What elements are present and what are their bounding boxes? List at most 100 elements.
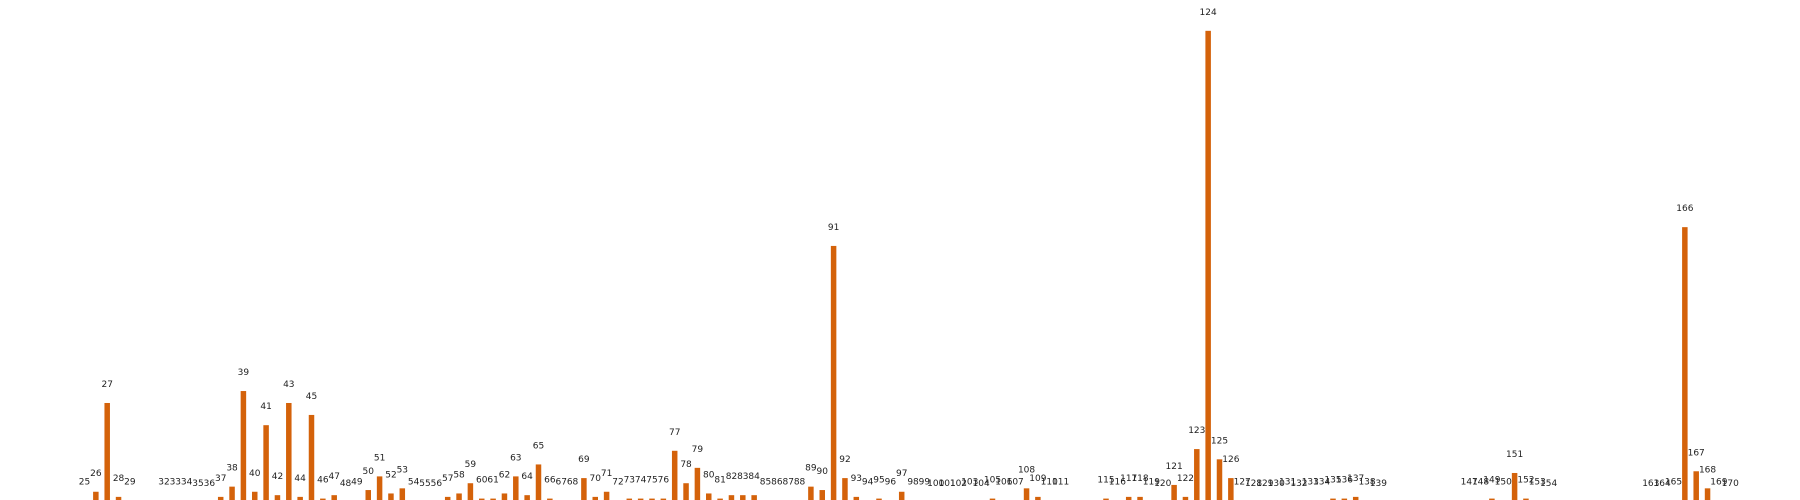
bar-167 xyxy=(1693,471,1699,500)
bar-label-132: 132 xyxy=(1290,479,1307,489)
bar-59 xyxy=(467,483,474,500)
bar-label-99: 99 xyxy=(919,477,931,487)
bar-label-120: 120 xyxy=(1154,479,1171,489)
bar-label-38: 38 xyxy=(226,464,238,474)
bar-label-51: 51 xyxy=(374,453,385,463)
bar-95 xyxy=(876,498,882,500)
bar-label-137: 137 xyxy=(1347,474,1364,484)
bar-label-91: 91 xyxy=(828,223,839,233)
bar-label-168: 168 xyxy=(1699,465,1716,475)
bar-label-170: 170 xyxy=(1722,479,1739,489)
bar-label-54: 54 xyxy=(408,477,420,487)
bar-label-148: 148 xyxy=(1472,477,1489,487)
bar-118 xyxy=(1137,496,1143,500)
bar-label-55: 55 xyxy=(419,479,430,489)
bar-83 xyxy=(740,495,746,500)
bar-40 xyxy=(252,491,258,500)
bar-label-36: 36 xyxy=(204,479,216,489)
bar-84 xyxy=(751,495,757,500)
bar-label-124: 124 xyxy=(1200,8,1217,18)
bar-77 xyxy=(671,450,678,500)
bar-26 xyxy=(93,491,99,500)
bar-label-130: 130 xyxy=(1268,479,1285,489)
bar-label-39: 39 xyxy=(238,368,250,378)
bar-45 xyxy=(308,414,315,500)
bar-label-98: 98 xyxy=(907,477,919,487)
bar-label-34: 34 xyxy=(181,477,193,487)
bar-27 xyxy=(104,402,110,500)
bar-label-88: 88 xyxy=(794,477,806,487)
bar-label-57: 57 xyxy=(442,474,453,484)
bar-label-59: 59 xyxy=(465,460,477,470)
bar-62 xyxy=(501,493,508,500)
bar-90 xyxy=(819,490,825,500)
bar-label-73: 73 xyxy=(624,476,635,486)
bar-149 xyxy=(1489,498,1495,500)
bar-label-121: 121 xyxy=(1166,462,1183,472)
bar-label-129: 129 xyxy=(1256,479,1273,489)
bar-label-103: 103 xyxy=(961,477,978,487)
bar-label-79: 79 xyxy=(692,445,704,455)
bar-label-111: 111 xyxy=(1052,477,1069,487)
bar-label-94: 94 xyxy=(862,477,874,487)
bar-76 xyxy=(660,498,667,500)
bar-label-74: 74 xyxy=(635,476,647,486)
bar-label-46: 46 xyxy=(317,476,329,486)
bar-115 xyxy=(1103,498,1109,500)
bar-label-48: 48 xyxy=(340,479,352,489)
bar-label-133: 133 xyxy=(1302,477,1319,487)
bar-label-97: 97 xyxy=(896,469,907,479)
bar-label-109: 109 xyxy=(1029,474,1046,484)
bar-label-78: 78 xyxy=(680,460,692,470)
bar-label-152: 152 xyxy=(1517,476,1534,486)
bar-label-45: 45 xyxy=(306,392,317,402)
bar-label-131: 131 xyxy=(1279,477,1296,487)
bar-53 xyxy=(399,488,406,500)
bar-label-96: 96 xyxy=(885,477,897,487)
bar-label-95: 95 xyxy=(873,476,884,486)
bar-label-134: 134 xyxy=(1313,477,1330,487)
bar-label-89: 89 xyxy=(805,464,817,474)
bar-label-104: 104 xyxy=(973,479,990,489)
bar-44 xyxy=(297,496,303,500)
bar-label-117: 117 xyxy=(1120,474,1137,484)
bar-label-85: 85 xyxy=(760,477,771,487)
bar-label-42: 42 xyxy=(272,472,283,482)
bar-66 xyxy=(547,498,553,500)
bar-label-122: 122 xyxy=(1177,474,1194,484)
bar-label-81: 81 xyxy=(714,476,725,486)
bar-123 xyxy=(1194,449,1200,500)
bar-label-56: 56 xyxy=(431,479,443,489)
bar-124 xyxy=(1205,30,1211,500)
bar-label-29: 29 xyxy=(124,477,136,487)
bar-label-151: 151 xyxy=(1506,450,1523,460)
bar-121 xyxy=(1171,484,1177,500)
bar-label-27: 27 xyxy=(101,380,112,390)
bar-75 xyxy=(649,498,655,500)
bar-label-71: 71 xyxy=(601,469,612,479)
bar-label-154: 154 xyxy=(1540,479,1557,489)
bar-label-128: 128 xyxy=(1245,479,1262,489)
bar-71 xyxy=(603,491,610,500)
bar-43 xyxy=(286,402,292,500)
bar-label-164: 164 xyxy=(1654,479,1671,489)
bar-label-149: 149 xyxy=(1483,476,1500,486)
bar-52 xyxy=(388,493,394,500)
bar-126 xyxy=(1228,478,1234,500)
bar-42 xyxy=(274,495,281,500)
bar-47 xyxy=(331,495,337,500)
bar-39 xyxy=(240,391,247,500)
bar-41 xyxy=(263,425,269,500)
bar-label-25: 25 xyxy=(79,477,90,487)
bar-80 xyxy=(706,493,712,500)
bar-label-40: 40 xyxy=(249,469,261,479)
bar-label-102: 102 xyxy=(950,479,967,489)
bar-label-167: 167 xyxy=(1688,448,1705,458)
bar-label-68: 68 xyxy=(567,477,579,487)
bar-label-92: 92 xyxy=(839,455,850,465)
bar-label-72: 72 xyxy=(612,477,623,487)
bar-label-139: 139 xyxy=(1370,479,1387,489)
bar-label-123: 123 xyxy=(1188,426,1205,436)
bar-50 xyxy=(365,490,371,500)
